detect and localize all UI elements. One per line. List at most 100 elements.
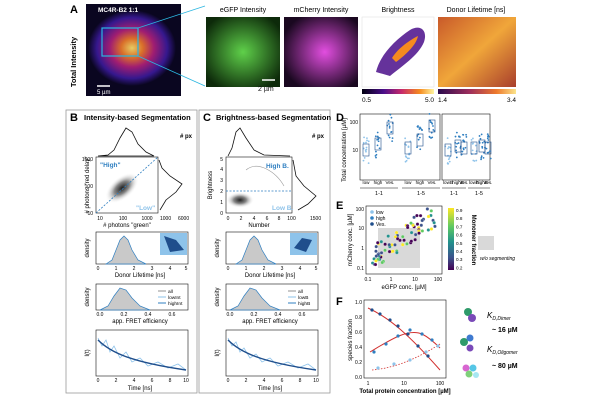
e-colorbar-tick: 0.5 [456, 241, 463, 246]
e-colorbar-tick: 0.6 [456, 233, 463, 238]
panel-a-letter: A [70, 4, 78, 16]
d-category-label: lowB [443, 180, 453, 185]
d-category-label: low [405, 180, 413, 185]
d-data-point [376, 144, 379, 147]
d-data-point [416, 146, 418, 149]
e-data-point [425, 207, 430, 211]
b-low-label: "Low" [136, 205, 155, 212]
d-data-point [462, 139, 464, 142]
e-data-point [386, 234, 390, 238]
d-data-point [455, 149, 458, 152]
brightness-min: 0.5 [362, 97, 371, 104]
c-decay-ylabel: I(t) [215, 349, 221, 356]
c-fret-tick-3: 0.6 [299, 312, 306, 318]
image-title-brightness: Brightness [381, 7, 415, 14]
f-data-point [396, 324, 400, 328]
d-data-point [465, 133, 468, 136]
d-data-point [465, 136, 468, 138]
c-low-label: Low B. [272, 205, 293, 212]
d-data-point [417, 138, 420, 141]
d-data-point [486, 137, 489, 140]
e-xtick-0: 0.1 [365, 277, 372, 283]
b-density-label-2: density [85, 287, 91, 306]
brightness-hotspot [392, 36, 418, 62]
c-density-label-1: density [215, 238, 221, 257]
f-data-point [416, 344, 420, 348]
d-data-point [418, 128, 421, 130]
b-hist-tick-0: 1000 [160, 216, 171, 222]
b-fret-xlabel: app. FRET efficiency [112, 319, 167, 325]
d-data-point [387, 119, 390, 122]
c-right-histogram [292, 159, 317, 211]
d-group-1: 1-1 [375, 191, 383, 197]
e-data-point [418, 213, 423, 218]
panel-b: B Intensity-based Segmentation # px "Hig… [65, 109, 198, 394]
d-data-point [462, 148, 465, 151]
f-data-point [424, 350, 428, 354]
d-data-point [485, 147, 488, 150]
e-data-point [429, 227, 434, 231]
c-xtick-3: 6 [266, 216, 269, 222]
d-category-label: high [416, 180, 425, 185]
e-data-point [379, 240, 384, 244]
d-group-3: 1-1 [450, 191, 458, 197]
b-xtick-1: 100 [119, 216, 128, 222]
c-fret-xlabel: app. FRET efficiency [242, 319, 297, 325]
d-category-label: highB [476, 180, 488, 185]
e-data-point [405, 242, 409, 246]
panel-d-letter: D [336, 112, 344, 124]
e-data-point [393, 235, 398, 239]
d-data-point [446, 137, 449, 140]
c-high-label: High B. [266, 163, 289, 170]
d-data-point [455, 131, 458, 134]
e-data-point [393, 243, 397, 247]
c-life-tick-2: 2 [263, 266, 266, 272]
d-data-point [480, 156, 483, 159]
e-data-point [391, 249, 395, 253]
c-top-histogram [227, 127, 291, 157]
d-data-point [428, 113, 431, 115]
c-segmentation-mask [294, 238, 312, 252]
d-data-point [420, 128, 423, 131]
c-xlabel: Number [248, 223, 269, 229]
f-ylabel: species fraction [348, 319, 354, 361]
d-box [386, 121, 394, 135]
f-data-point [408, 358, 412, 362]
c-life-tick-0: 0 [227, 266, 230, 272]
c-life-tick-4: 4 [299, 266, 302, 272]
b-ytick-2: 1000 [82, 157, 93, 163]
e-data-point [433, 224, 437, 229]
scale-overview-label: 5 µm [97, 90, 110, 96]
f-data-point [372, 350, 376, 354]
e-data-point [409, 230, 414, 235]
d-category-label: Ves. [428, 180, 437, 185]
c-decay-axes [225, 329, 319, 377]
d-data-point [446, 162, 449, 165]
b-ytick-1: 100 [85, 184, 94, 190]
b-time-tick-4: 8 [169, 378, 172, 384]
f-kd-dimer-value: ~ 16 µM [492, 327, 518, 334]
c-lifetime-xlabel: Donor Lifetime [ns] [245, 273, 296, 279]
c-fret-tick-0: 0.0 [227, 312, 234, 318]
zoom-roi-box [101, 27, 139, 57]
d-data-point [390, 131, 393, 133]
d-data-point [388, 136, 391, 139]
b-lifetime-histogram [104, 235, 147, 265]
panel-f: F species fraction 1.0 0.8 0.6 0.4 0.2 0… [336, 296, 518, 395]
f-xtick-2: 100 [436, 381, 445, 387]
d-data-point [375, 150, 377, 153]
b-legend-low: lowInt [168, 295, 181, 301]
f-data-point [370, 308, 374, 312]
e-data-point [413, 238, 417, 242]
c-time-xlabel: Time [ns] [258, 386, 283, 392]
b-right-histogram [158, 159, 183, 211]
d-data-point [375, 156, 377, 159]
e-colorbar-tick: 0.9 [456, 208, 463, 213]
f-data-point [430, 338, 434, 342]
c-time-tick-2: 4 [263, 378, 266, 384]
d-data-point [417, 125, 419, 127]
f-species-glyph-dimer [464, 308, 476, 322]
e-data-point [373, 262, 378, 267]
c-ytick-0: 0 [220, 211, 223, 217]
